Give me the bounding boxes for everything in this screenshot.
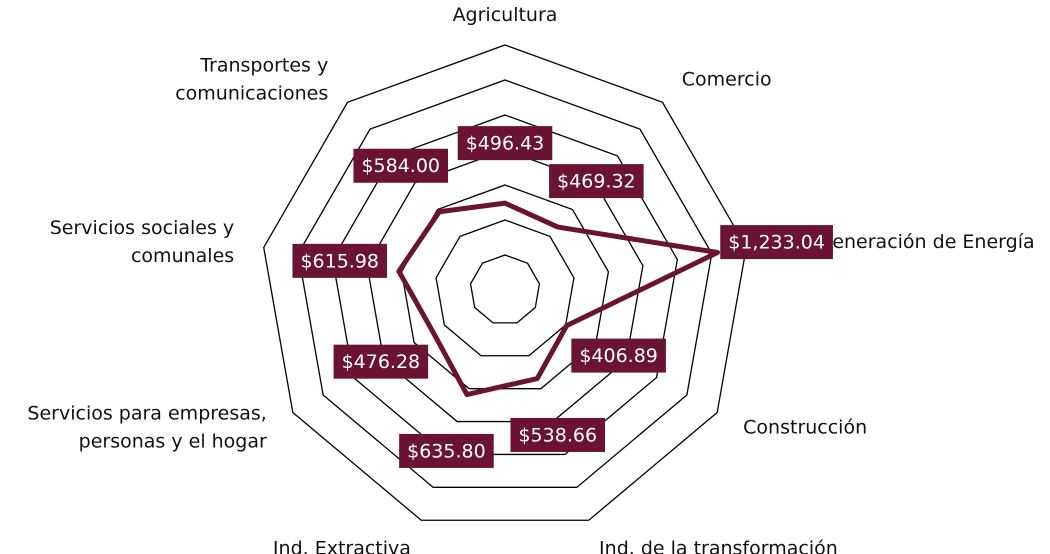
value-label: $615.98 xyxy=(292,243,388,278)
category-label: Servicios sociales y comunales xyxy=(50,217,234,267)
category-label: Comercio xyxy=(682,68,772,90)
value-label-text: $538.66 xyxy=(518,424,597,446)
category-label-line: Ind. de la transformación xyxy=(599,537,838,554)
value-label-text: $406.89 xyxy=(579,345,658,367)
value-label: $1,233.04 xyxy=(720,225,833,260)
category-label-line: Ind. Extractiva xyxy=(273,537,411,554)
value-label: $496.43 xyxy=(457,126,553,161)
value-label-text: $496.43 xyxy=(466,133,545,155)
category-label-line: Agricultura xyxy=(453,4,558,26)
category-label-line: Construcción xyxy=(743,416,867,438)
category-label-line: Servicios para empresas, xyxy=(27,402,266,424)
category-label: Ind. de la transformación xyxy=(599,537,838,554)
value-label-box xyxy=(549,164,644,199)
value-label: $476.28 xyxy=(333,344,429,379)
value-label-text: $469.32 xyxy=(557,171,636,193)
grid-ring xyxy=(297,79,713,488)
value-label-box xyxy=(510,417,606,452)
category-label: Construcción xyxy=(743,416,867,438)
grid-ring xyxy=(366,149,644,423)
grid-ring xyxy=(469,254,541,324)
category-label: Ind. Extractiva xyxy=(273,537,411,554)
value-label: $635.80 xyxy=(399,433,494,468)
value-label: $538.66 xyxy=(510,417,606,452)
category-label: Servicios para empresas, personas y el ho… xyxy=(27,402,267,452)
value-label-text: $476.28 xyxy=(342,351,421,373)
value-label: $406.89 xyxy=(571,338,666,373)
category-label-line: Ind. Generación de Energía xyxy=(776,231,1035,253)
value-label-text: $1,233.04 xyxy=(728,232,825,254)
value-label-text: $584.00 xyxy=(361,155,440,177)
grid-ring xyxy=(435,219,575,357)
value-label-box xyxy=(571,338,666,373)
value-label-text: $635.80 xyxy=(407,440,486,462)
value-label-box xyxy=(292,243,388,278)
grid-ring xyxy=(331,114,679,456)
category-label-line: Transportes y xyxy=(199,54,328,76)
category-label-line: Comercio xyxy=(682,68,772,90)
value-label-box xyxy=(720,225,833,260)
category-label-line: comunales xyxy=(131,245,234,267)
category-label-line: personas y el hogar xyxy=(79,430,267,452)
category-label-line: Servicios sociales y xyxy=(50,217,234,239)
series-line xyxy=(396,200,721,398)
value-label-box xyxy=(353,148,449,183)
grid-ring xyxy=(263,44,747,521)
category-label: Ind. Generación de Energía xyxy=(776,231,1035,253)
value-label-box xyxy=(399,433,494,468)
category-label: Transportes y comunicaciones xyxy=(175,54,328,104)
value-label: $584.00 xyxy=(353,148,449,183)
value-label: $469.32 xyxy=(549,164,644,199)
value-label-text: $615.98 xyxy=(300,250,379,272)
category-label-line: comunicaciones xyxy=(175,82,328,104)
value-label-box xyxy=(333,344,429,379)
value-label-box xyxy=(457,126,553,161)
category-label: Agricultura xyxy=(453,4,558,26)
